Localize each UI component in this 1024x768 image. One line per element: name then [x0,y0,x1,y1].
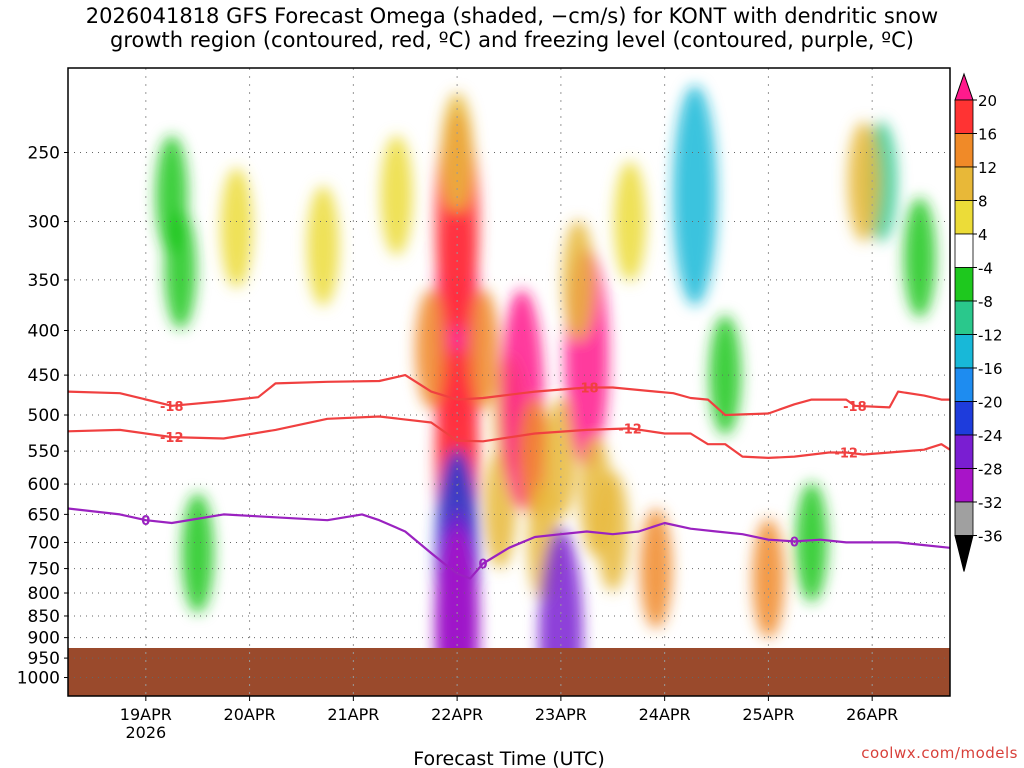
ground-terrain [68,647,950,696]
x-tick-label: 25APR [742,705,794,724]
y-tick-label: 500 [28,406,60,426]
colorbar-label: -24 [978,427,1003,445]
omega-cell [795,482,828,603]
source-credit: coolwx.com/models [861,744,1018,762]
colorbar-label: -16 [978,360,1003,378]
colorbar-swatch [954,267,974,302]
omega-cell [847,121,880,242]
omega-cell [415,288,448,409]
y-axis: 2503003504004505005506006507007508008509… [17,144,68,689]
x-tick-label: 24APR [639,705,691,724]
ground-fill [68,647,950,696]
colorbar-swatch [954,468,974,503]
colorbar-label: -8 [978,293,993,311]
x-axis: 19APR 20APR 21APR 22APR 23APR 24APR 25APR 26APR… [120,696,898,742]
colorbar-label: -20 [978,394,1003,412]
colorbar-label: 8 [978,193,988,211]
colorbar-swatch [954,367,974,402]
contour-label: 0 [479,557,488,572]
x-tick-label: 19APR [120,705,172,724]
contour-label: -12 [834,446,858,461]
plot-frame [67,67,951,697]
y-tick-label: 800 [28,584,60,604]
colorbar-swatch [954,99,974,134]
colorbar-swatch [954,334,974,369]
contour-label: -12 [618,422,642,437]
y-tick-label: 700 [28,533,60,553]
contour-line [68,374,950,417]
y-tick-label: 600 [28,475,60,495]
contour-label: -18 [575,382,599,397]
omega-cell [614,161,647,282]
gridlines [68,68,950,696]
omega-cell [672,85,717,306]
y-tick-label: 550 [28,442,60,462]
colorbar-swatch [954,434,974,469]
y-tick-label: 400 [28,322,60,342]
colorbar-label: 12 [978,159,997,177]
y-tick-label: 450 [28,366,60,386]
omega-cell [181,493,214,614]
x-tick-label: 21APR [327,705,379,724]
omega-cell [596,471,629,592]
colorbar-label: 4 [978,226,988,244]
x-tick-label: 20APR [224,705,276,724]
x-tick-label: 22APR [431,705,483,724]
y-tick-label: 950 [28,649,60,669]
x-tick-label: 23APR [535,705,587,724]
colorbar-swatch [954,200,974,235]
y-tick-label: 750 [28,560,60,580]
x-axis-title: Forecast Time (UTC) [413,748,604,768]
colorbar-swatch [954,401,974,436]
omega-cell [903,197,936,318]
contours: -18 -18 -18 -12 -12 -12 0 0 0 [68,374,950,580]
colorbar-swatch [954,233,974,268]
contour-label: -12 [160,431,184,446]
omega-cell [544,397,577,518]
colorbar-arrow-top [954,72,974,101]
chart-title: 2026041818 GFS Forecast Omega (shaded, −… [0,4,1024,52]
colorbar-label: -36 [978,528,1003,546]
colorbar-label: -28 [978,461,1003,479]
colorbar-label: -32 [978,494,1003,512]
contour-line [68,415,950,459]
colorbar-arrow-bottom [954,535,974,572]
colorbar-swatch [954,300,974,335]
y-tick-label: 250 [28,144,60,164]
chart-title-line1: 2026041818 GFS Forecast Omega (shaded, −… [85,4,939,28]
chart-title-line2: growth region (contoured, red, ºC) and f… [110,28,914,52]
contour-label: 0 [790,535,799,550]
omega-cell [441,92,474,213]
y-tick-label: 900 [28,629,60,649]
contour-line [68,507,950,580]
omega-cell [307,185,340,306]
omega-cell [467,288,500,409]
contour-label: 0 [141,514,150,529]
x-tick-sublabel: 2026 [125,723,166,742]
y-tick-label: 350 [28,271,60,291]
omega-cell [164,208,197,329]
colorbar-swatch [954,166,974,201]
colorbar: 20 16 12 8 4 -4 -8 -12 -16 -20 -24 -28 -32 -36 [954,72,1003,572]
contour-label: -18 [843,400,867,415]
omega-cell [220,167,253,288]
y-tick-label: 1000 [17,669,60,689]
contour-label: -18 [160,400,184,415]
x-tick-label: 26APR [846,705,898,724]
colorbar-swatch [954,501,974,536]
colorbar-swatch [954,133,974,168]
colorbar-label: 16 [978,126,997,144]
colorbar-label: -4 [978,260,993,278]
omega-cell [752,518,785,639]
colorbar-label: -12 [978,327,1003,345]
colorbar-label: 20 [978,92,997,110]
y-tick-label: 650 [28,505,60,525]
omega-cell [709,315,742,436]
y-tick-label: 850 [28,607,60,627]
omega-cell [380,135,413,256]
y-tick-label: 300 [28,213,60,233]
